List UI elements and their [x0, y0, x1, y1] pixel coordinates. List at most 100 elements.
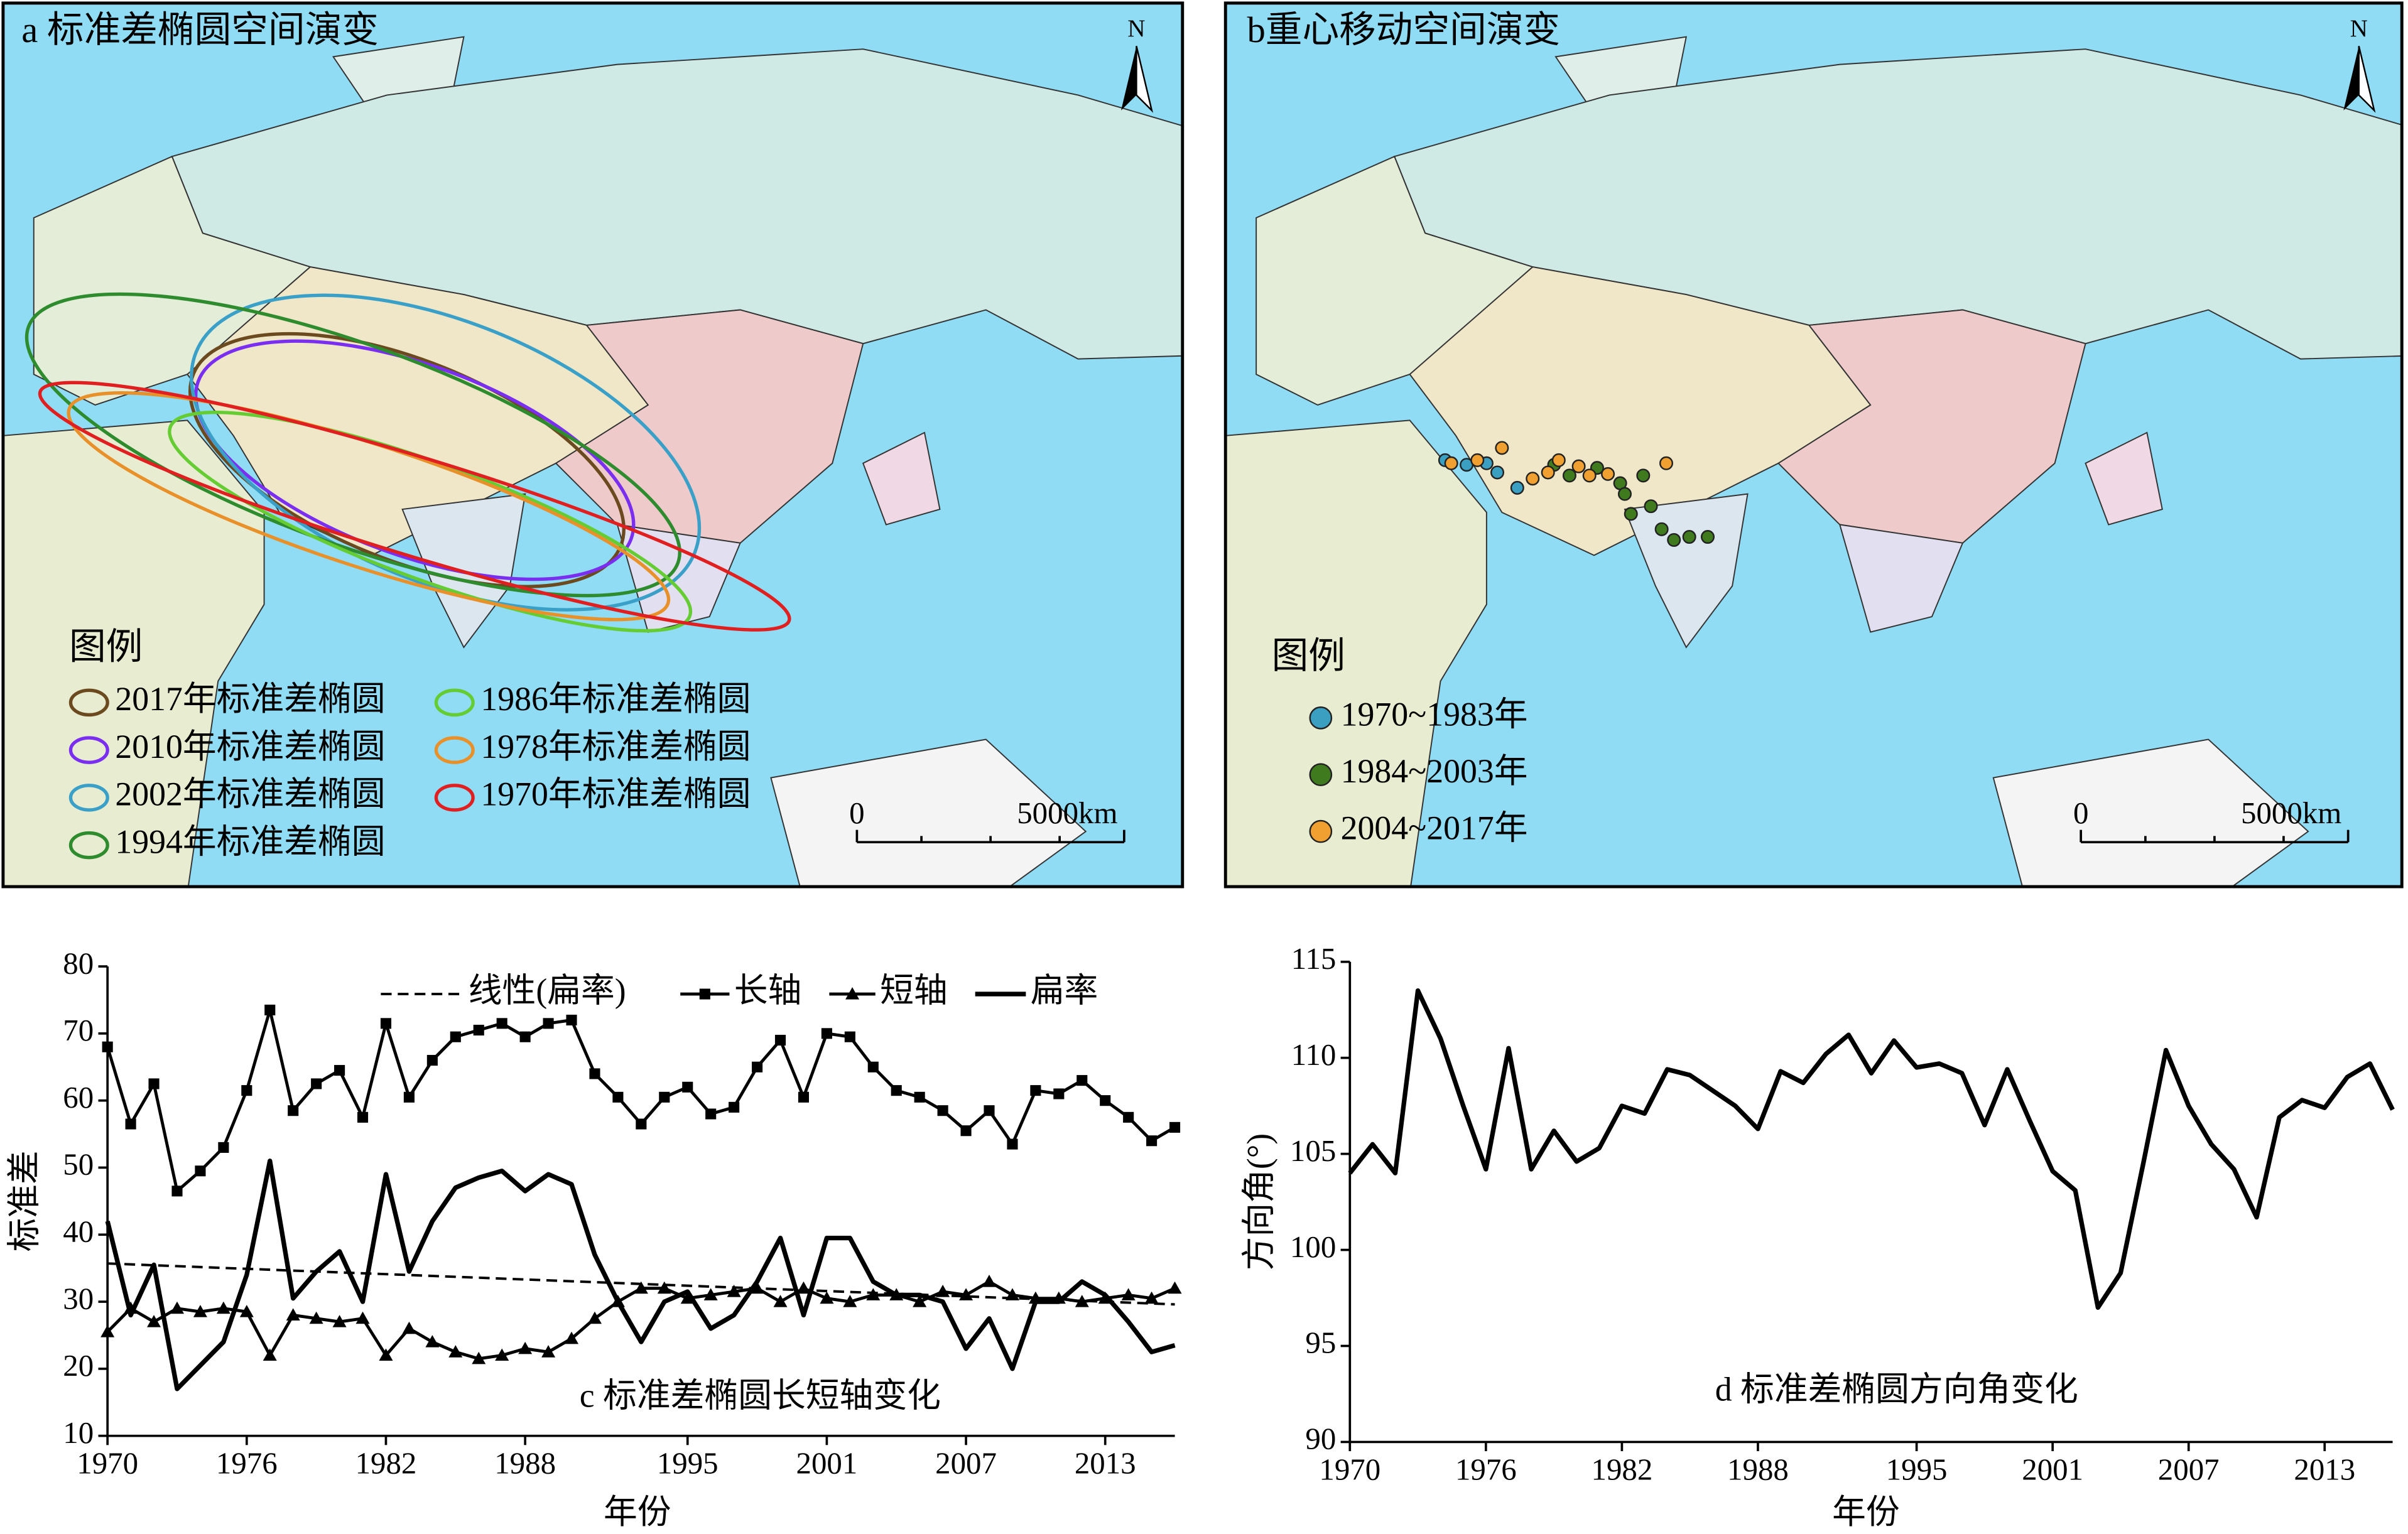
- map-title: a 标准差椭圆空间演变: [21, 9, 379, 50]
- centroid-point: [1510, 480, 1524, 495]
- marker: [216, 1301, 230, 1314]
- marker: [425, 1335, 440, 1348]
- charts: 10 20 30 40 50 60 70 80 1970 1976 1982 1988 1995 2001…: [5, 941, 2395, 1531]
- marker: [1168, 1281, 1182, 1294]
- centroid-point: [1701, 530, 1715, 544]
- marker: [866, 1288, 881, 1300]
- y-tick-label: 70: [63, 1013, 94, 1047]
- x-tick-label: 1988: [1727, 1452, 1789, 1487]
- marker: [796, 1281, 811, 1294]
- marker: [218, 1142, 229, 1153]
- centroid-point: [1490, 465, 1505, 480]
- marker: [657, 1281, 671, 1294]
- legend-label: 1970年标准差椭圆: [480, 775, 751, 813]
- marker: [264, 1004, 276, 1016]
- marker: [1146, 1135, 1158, 1147]
- marker: [450, 1031, 461, 1042]
- legend-swatch: [68, 736, 109, 764]
- chart-title: c 标准差椭圆长短轴变化: [580, 1376, 941, 1414]
- marker: [543, 1018, 554, 1029]
- marker: [1123, 1111, 1134, 1123]
- legend-label: 2017年标准差椭圆: [115, 680, 385, 718]
- legend-label: 2004~2017年: [1341, 809, 1528, 846]
- marker: [239, 1305, 254, 1317]
- marker: [1030, 1085, 1041, 1096]
- marker: [195, 1165, 206, 1177]
- ellipse: [38, 381, 791, 632]
- x-tick-label: 1976: [1455, 1452, 1517, 1487]
- marker: [587, 1311, 602, 1324]
- centroid-point: [1624, 507, 1638, 521]
- marker: [960, 1125, 972, 1137]
- centroid-point: [1526, 472, 1540, 486]
- ellipse: [193, 339, 636, 581]
- marker: [844, 1031, 855, 1042]
- marker: [448, 1345, 463, 1358]
- legend-label: 短轴: [880, 971, 948, 1009]
- marker: [936, 1285, 950, 1297]
- legend-swatch: [434, 688, 475, 717]
- centroid-point: [1636, 468, 1651, 483]
- legend-label: 扁率: [1031, 971, 1098, 1009]
- marker: [659, 1091, 670, 1103]
- marker: [1007, 1138, 1018, 1150]
- marker: [891, 1085, 902, 1096]
- marker: [682, 1081, 693, 1093]
- legend-title: 图例: [1272, 635, 1345, 676]
- marker: [263, 1348, 277, 1361]
- y-axis-label: 方向角(°): [1240, 1133, 1277, 1270]
- marker: [1100, 1095, 1111, 1106]
- marker: [334, 1065, 345, 1076]
- centroid-point: [1682, 530, 1696, 544]
- y-axis-label: 标准差: [5, 1150, 43, 1251]
- marker: [729, 1101, 740, 1113]
- marker: [332, 1315, 347, 1327]
- marker: [518, 1341, 533, 1354]
- marker: [288, 1105, 299, 1116]
- marker: [473, 1024, 484, 1036]
- marker: [984, 1105, 995, 1116]
- marker: [821, 1028, 832, 1039]
- marker: [170, 1301, 184, 1314]
- marker: [1121, 1288, 1136, 1300]
- scale-label: 0: [849, 796, 864, 830]
- x-tick-label: 1970: [1319, 1452, 1380, 1487]
- x-tick-label: 1976: [216, 1446, 278, 1481]
- x-axis-label: 年份: [1832, 1493, 1900, 1531]
- x-tick-label: 2013: [2294, 1452, 2355, 1487]
- north-label: N: [1127, 15, 1145, 42]
- centroid-point: [1582, 468, 1597, 483]
- marker: [148, 1078, 160, 1089]
- legend-label: 1970~1983年: [1341, 696, 1528, 733]
- marker: [1077, 1075, 1088, 1086]
- legend-label: 线性(扁率): [469, 971, 626, 1009]
- series-line: [1348, 988, 2395, 1310]
- map-title: b重心移动空间演变: [1247, 9, 1560, 50]
- y-tick-label: 20: [63, 1348, 94, 1383]
- x-tick-label: 1995: [657, 1446, 719, 1481]
- north-label: N: [2350, 15, 2368, 42]
- y-tick-label: 110: [1291, 1037, 1337, 1072]
- marker: [309, 1311, 323, 1324]
- marker: [355, 1311, 370, 1324]
- marker: [913, 1295, 927, 1307]
- marker: [1075, 1295, 1089, 1307]
- x-tick-label: 1982: [1592, 1452, 1653, 1487]
- centroid-point: [1667, 532, 1681, 547]
- marker: [241, 1085, 252, 1096]
- y-tick-label: 60: [63, 1080, 94, 1115]
- marker: [1144, 1291, 1159, 1304]
- scale-bar: [855, 829, 2350, 844]
- x-tick-label: 2007: [935, 1446, 997, 1481]
- marker: [727, 1285, 741, 1297]
- marker: [565, 1331, 579, 1344]
- legend-label: 2010年标准差椭圆: [115, 728, 385, 765]
- marker: [171, 1186, 183, 1197]
- chart: 90 95 100 105 110 115 1970 1976 1982 1988 1995 2001…: [1240, 941, 2395, 1531]
- marker: [402, 1321, 416, 1334]
- legend-label: 长轴: [734, 971, 802, 1009]
- marker: [845, 987, 860, 1000]
- x-tick-label: 1982: [355, 1446, 417, 1481]
- x-tick-label: 2007: [2158, 1452, 2220, 1487]
